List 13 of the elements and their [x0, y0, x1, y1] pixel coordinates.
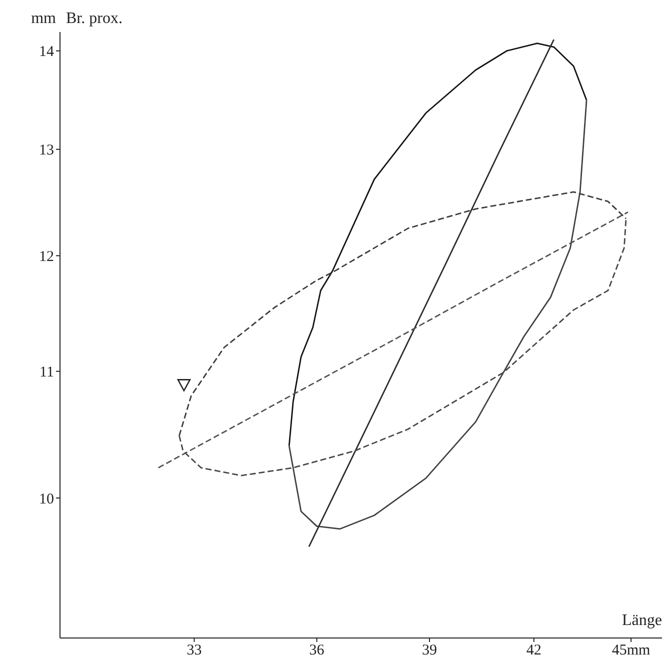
- y-tick-label: 11: [40, 364, 54, 381]
- x-tick-label: 36: [309, 642, 325, 659]
- x-axis-title: Länge: [622, 612, 662, 630]
- y-tick-label: 10: [39, 491, 54, 508]
- x-tick-label: 42: [526, 642, 542, 659]
- x-tick-label: 33: [186, 642, 202, 659]
- y-tick-label: 12: [39, 249, 54, 266]
- y-tick-label: 13: [39, 142, 54, 159]
- text: mm: [31, 10, 56, 28]
- y-tick-label: 14: [39, 44, 54, 60]
- x-tick-label: 45mm: [612, 642, 651, 659]
- x-tick-label: 39: [422, 642, 438, 659]
- y-axis-title: Br. prox.: [66, 10, 122, 28]
